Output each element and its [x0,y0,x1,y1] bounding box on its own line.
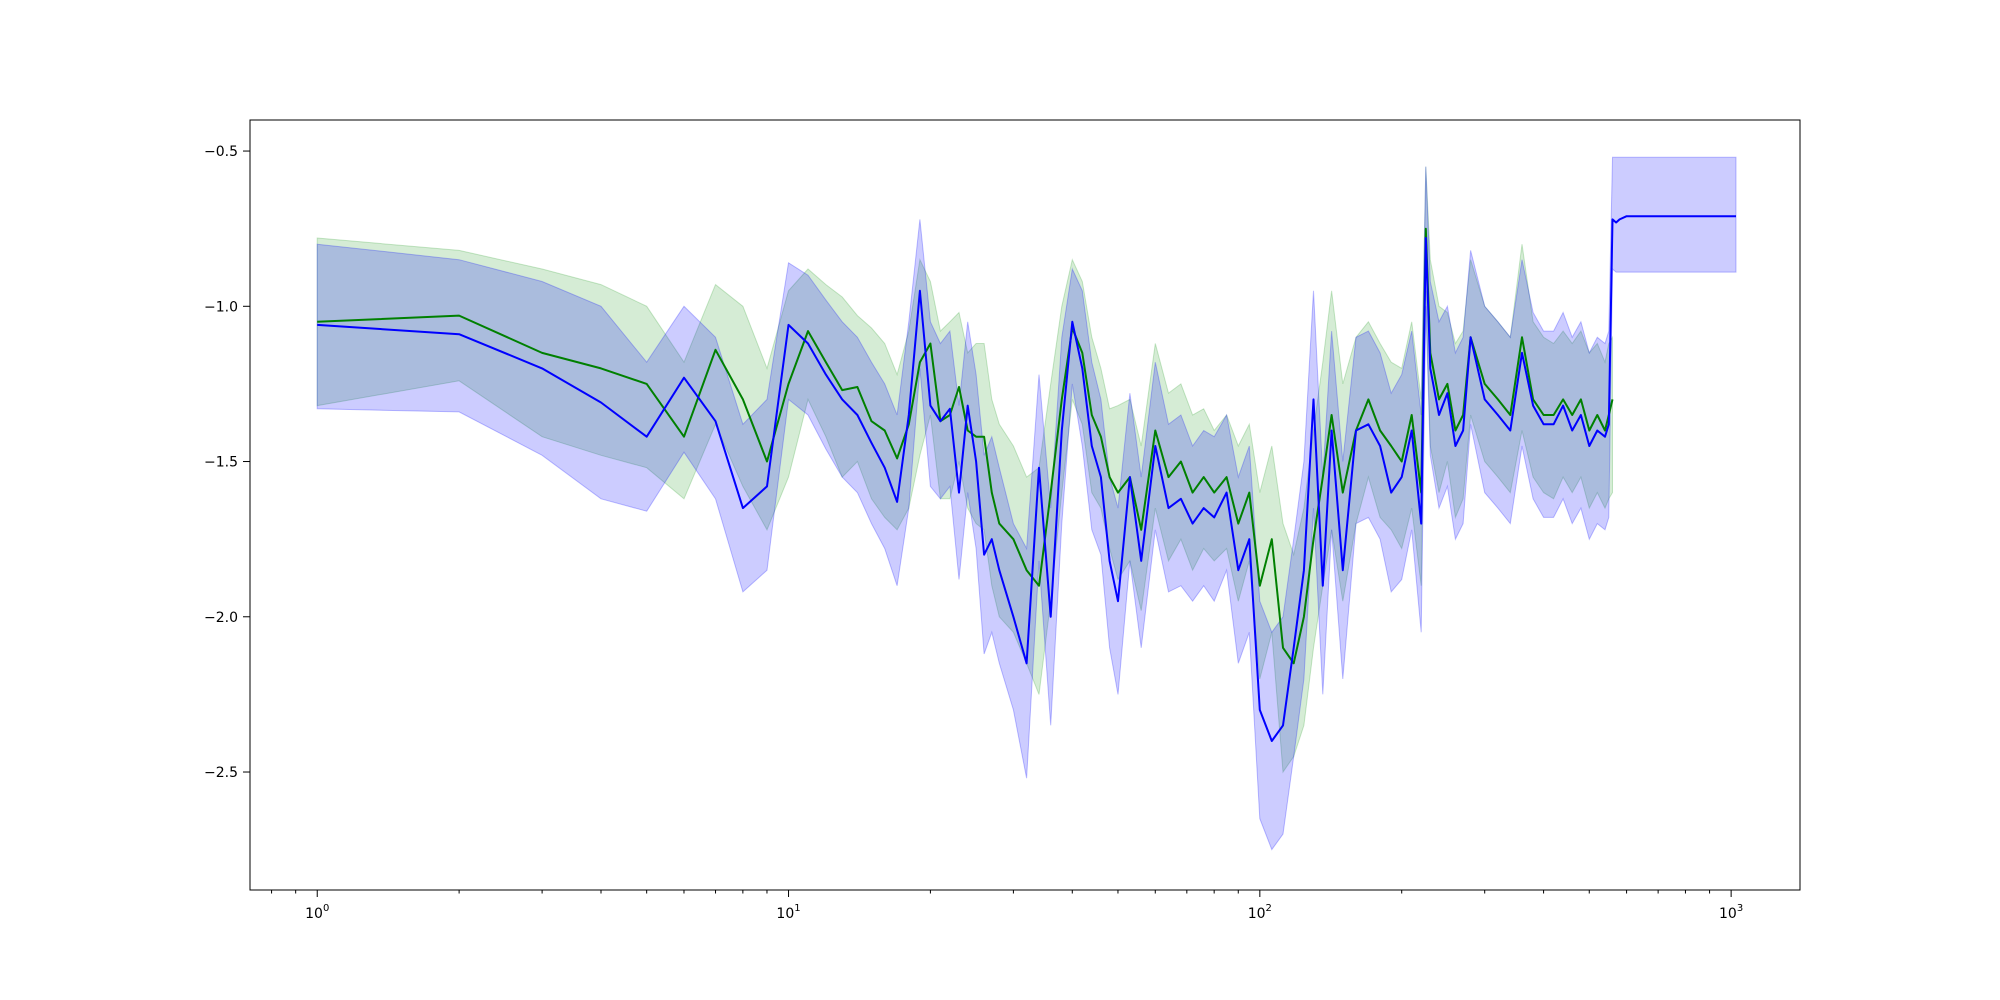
y-tick-label: −1.5 [204,455,238,471]
x-tick-label: 103 [1719,903,1743,922]
series-2-line [317,215,1736,742]
axes-frame [249,119,1801,891]
x-axis: 100 101 102 103 [271,890,1743,922]
series-2-band [316,156,1737,851]
series-1-band [316,166,1613,774]
x-tick-label: 101 [776,903,800,922]
y-tick-label: −0.5 [204,144,238,160]
series-lines [317,215,1736,742]
y-tick-label: −2.0 [204,610,238,626]
confidence-bands [316,156,1737,851]
y-tick-label: −1.0 [204,299,238,315]
y-tick-label: −2.5 [204,765,238,781]
y-axis: −0.5 −1.0 −1.5 −2.0 −2.5 [204,144,250,781]
series-1-line [317,227,1614,665]
x-tick-label: 102 [1248,903,1272,922]
x-tick-label: 100 [305,903,329,922]
